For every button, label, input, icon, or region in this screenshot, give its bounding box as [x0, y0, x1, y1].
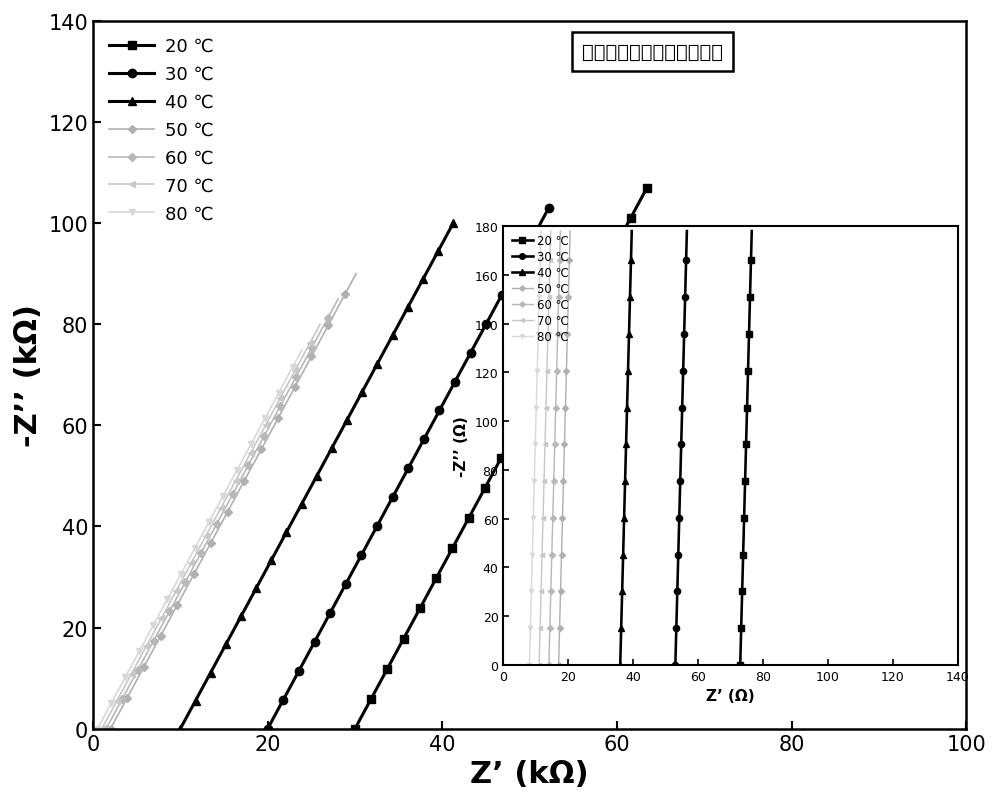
Text: 紫外交联的复合固态电解质: 紫外交联的复合固态电解质 [582, 43, 723, 62]
Legend: 20 ℃, 30 ℃, 40 ℃, 50 ℃, 60 ℃, 70 ℃, 80 ℃: 20 ℃, 30 ℃, 40 ℃, 50 ℃, 60 ℃, 70 ℃, 80 ℃ [102, 31, 221, 231]
X-axis label: Z’ (kΩ): Z’ (kΩ) [470, 759, 589, 788]
Y-axis label: -Z’’ (kΩ): -Z’’ (kΩ) [14, 304, 43, 447]
